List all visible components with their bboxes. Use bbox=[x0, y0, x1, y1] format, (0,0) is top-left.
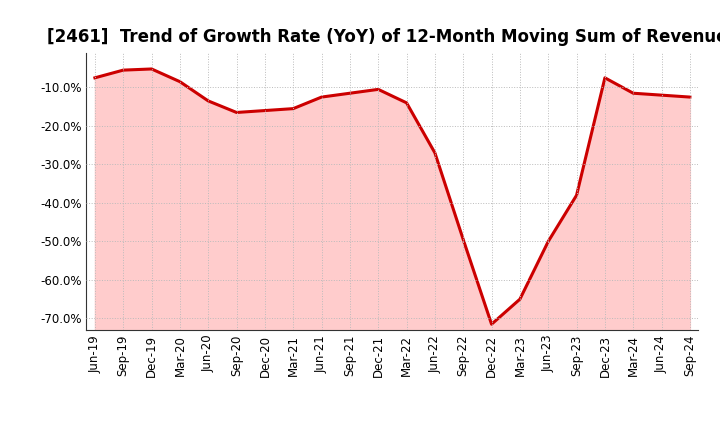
Title: [2461]  Trend of Growth Rate (YoY) of 12-Month Moving Sum of Revenues: [2461] Trend of Growth Rate (YoY) of 12-… bbox=[48, 28, 720, 46]
